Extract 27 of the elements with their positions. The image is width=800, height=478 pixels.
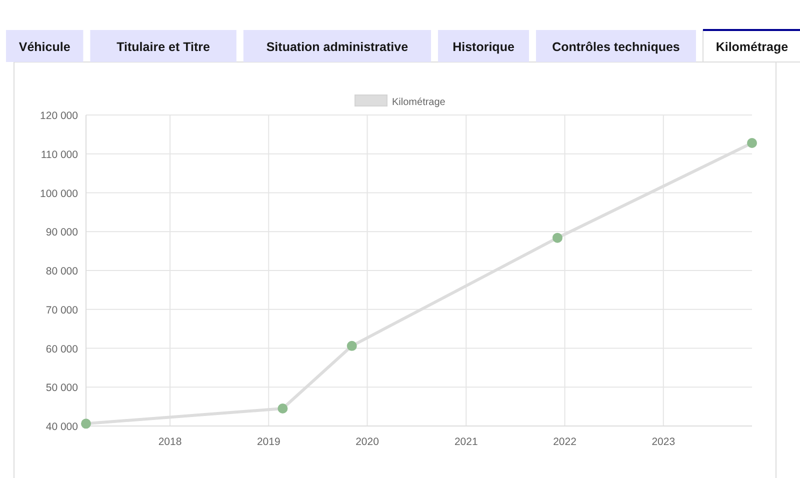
text: Situation administrative	[266, 40, 408, 54]
x-tick-label: 2021	[454, 436, 478, 448]
point	[346, 340, 357, 351]
text: Véhicule	[18, 40, 70, 54]
y-tick-label: 80 000	[46, 266, 78, 278]
point	[278, 404, 288, 414]
x-tick-label: 2019	[256, 436, 280, 448]
x-tick-label: 2023	[652, 436, 676, 448]
text: Historique	[452, 40, 514, 54]
y-tick-label: 120 000	[40, 110, 78, 122]
legend-label: Kilométrage	[392, 97, 446, 108]
y-tick-label: 50 000	[46, 382, 78, 394]
point	[552, 232, 562, 243]
text: Titulaire et Titre	[116, 40, 210, 54]
text: Kilométrage	[716, 40, 788, 54]
y-tick-label: 40 000	[46, 421, 78, 433]
y-tick-label: 70 000	[46, 304, 78, 316]
y-tick-label: 90 000	[46, 226, 78, 239]
text: Contrôles techniques	[552, 40, 680, 54]
point	[747, 138, 757, 148]
x-tick-label: 2020	[356, 436, 380, 448]
y-tick-label: 60 000	[46, 343, 78, 356]
x-tick-label: 2018	[158, 436, 182, 448]
x-tick-label: 2022	[553, 436, 577, 448]
y-tick-label: 110 000	[40, 148, 78, 161]
y-tick-label: 100 000	[40, 188, 78, 200]
point	[81, 418, 91, 429]
